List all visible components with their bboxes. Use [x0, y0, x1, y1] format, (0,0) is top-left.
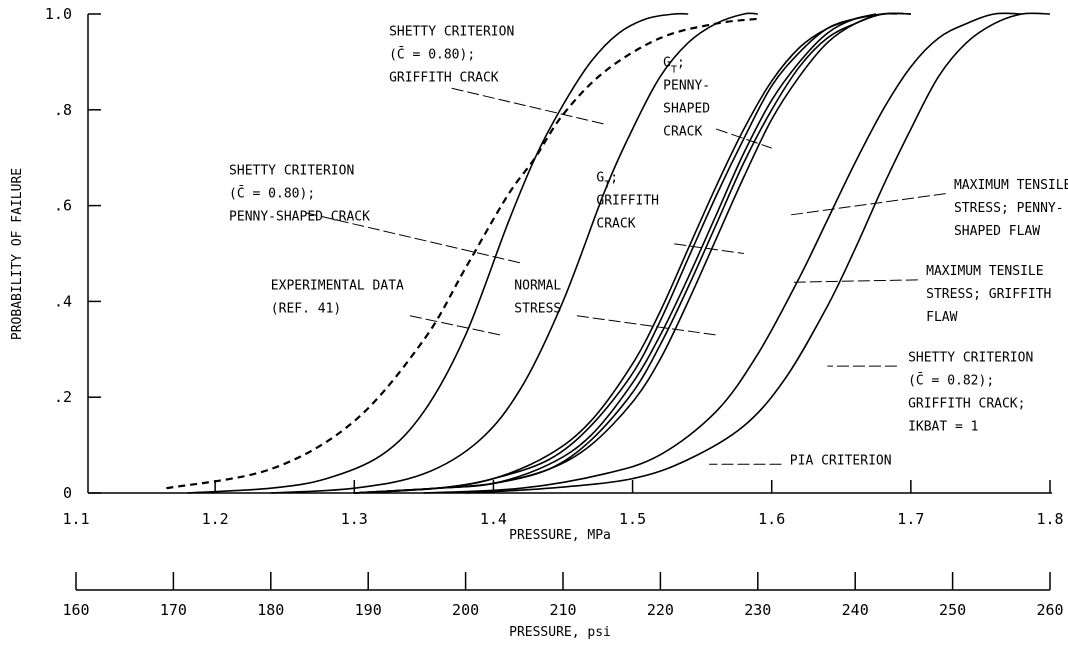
series-line-5 [354, 13, 884, 494]
ticks-layer: 1.1 1.2 1.3 1.4 1.5 1.6 1.7 1.8 0 .2 .4 .6 .8 1.0 160 1… [45, 5, 1064, 619]
annotation-6: NORMAL STRESS [514, 278, 717, 336]
annotation-1: SHETTY CRITERION (C̄ = 0.80); GRIFFITH CRA… [389, 25, 605, 125]
y-tick-label: .4 [54, 292, 72, 310]
annotation-9: SHETTY CRITERION (C̄ = 0.82); GRIFFITH CRA… [827, 350, 1033, 434]
annotation-text-line: CRACK [663, 125, 702, 140]
series-layer [166, 12, 1051, 494]
x-tick-label: 1.1 [62, 510, 89, 528]
secondary-x-axis-title: PRESSURE, psi [509, 625, 611, 640]
secondary-tick-label: 250 [939, 601, 966, 619]
x-tick-label: 1.3 [341, 510, 368, 528]
series-line-3 [270, 12, 758, 494]
annotation-text-line: (C̄ = 0.80); [389, 47, 475, 62]
secondary-tick-label: 170 [160, 601, 187, 619]
annotation-layer: SHETTY CRITERION (C̄ = 0.80); GRIFFITH CRA… [229, 25, 1068, 469]
annotation-text-line: GT; [596, 171, 618, 191]
annotation-leader [788, 193, 946, 216]
secondary-tick-label: 200 [452, 601, 479, 619]
annotation-text-line: GRIFFITH [596, 194, 659, 209]
annotation-text-line: CRACK [596, 217, 635, 232]
y-tick-label: 1.0 [45, 5, 72, 23]
x-tick-label: 1.6 [758, 510, 785, 528]
x-tick-label: 1.4 [480, 510, 507, 528]
annotation-text-line: PIA CRITERION [790, 453, 892, 468]
series-line-2 [187, 12, 689, 494]
annotation-text-line: SHAPED [663, 102, 710, 117]
secondary-tick-label: 160 [62, 601, 89, 619]
annotation-leader [451, 87, 605, 125]
secondary-tick-label: 220 [647, 601, 674, 619]
x-tick-label: 1.5 [619, 510, 646, 528]
series-line-8 [354, 12, 911, 494]
annotation-text-line: GRIFFITH CRACK; [908, 396, 1025, 411]
annotation-text-line: (REF. 41) [271, 301, 341, 316]
annotation-text-line: PENNY- [663, 79, 710, 94]
annotation-text-line: PENNY-SHAPED CRACK [229, 209, 370, 224]
secondary-tick-label: 240 [842, 601, 869, 619]
annotation-leader [674, 243, 744, 254]
x-tick-label: 1.7 [897, 510, 924, 528]
annotation-leader [576, 315, 717, 336]
secondary-tick-label: 190 [355, 601, 382, 619]
annotation-leader [409, 315, 501, 336]
annotation-text-line: GRIFFITH CRACK [389, 71, 499, 86]
annotation-text-line: SHETTY CRITERION [229, 163, 354, 178]
annotation-text-line: (C̄ = 0.80); [229, 186, 315, 201]
secondary-tick-label: 210 [549, 601, 576, 619]
series-line-1 [166, 17, 758, 490]
annotation-text-line: SHETTY CRITERION [389, 25, 514, 40]
y-axis-title: PROBABILITY OF FAILURE [10, 168, 25, 340]
x-axis-title: PRESSURE, MPa [509, 528, 611, 543]
annotation-leader [715, 128, 772, 149]
annotation-text-line: (C̄ = 0.82); [908, 373, 994, 388]
annotation-text-line: SHETTY CRITERION [908, 350, 1033, 365]
annotation-text-line: FLAW [926, 310, 957, 325]
series-line-9 [423, 12, 1023, 494]
y-tick-label: .2 [54, 388, 72, 406]
annotation-text-line: STRESS; PENNY- [954, 201, 1064, 216]
annotation-3: EXPERIMENTAL DATA (REF. 41) [271, 278, 501, 336]
annotation-text-line: MAXIMUM TENSILE [954, 178, 1068, 193]
annotation-text-line: STRESS; GRIFFITH [926, 287, 1051, 302]
x-tick-label: 1.2 [202, 510, 229, 528]
annotation-text-line: MAXIMUM TENSILE [926, 264, 1043, 279]
annotation-text-line: STRESS [514, 301, 561, 316]
annotation-2: SHETTY CRITERION (C̄ = 0.80); PENNY-SHAPED… [229, 163, 522, 264]
annotation-leader [305, 212, 522, 264]
x-tick-label: 1.8 [1036, 510, 1063, 528]
y-tick-label: 0 [63, 484, 72, 502]
annotation-text-line: SHAPED FLAW [954, 224, 1040, 239]
annotation-7: MAXIMUM TENSILE STRESS; PENNY- SHAPED FLAW [788, 178, 1068, 239]
secondary-tick-label: 260 [1036, 601, 1063, 619]
annotation-text-line: IKBAT = 1 [908, 419, 978, 434]
annotation-text-line: GT; [663, 56, 685, 76]
annotation-4: GT; PENNY- SHAPED CRACK [663, 56, 772, 149]
y-tick-label: .6 [54, 197, 72, 215]
annotation-text-line: NORMAL [514, 278, 561, 293]
annotation-10: PIA CRITERION [709, 453, 892, 468]
y-tick-label: .8 [54, 101, 72, 119]
annotation-text-line: EXPERIMENTAL DATA [271, 278, 404, 293]
annotation-leader [791, 279, 918, 283]
secondary-tick-label: 180 [257, 601, 284, 619]
secondary-tick-label: 230 [744, 601, 771, 619]
series-line-10 [465, 12, 1051, 494]
series-line-6 [354, 12, 897, 494]
annotation-5: GT; GRIFFITH CRACK [596, 171, 744, 254]
annotation-8: MAXIMUM TENSILE STRESS; GRIFFITH FLAW [791, 264, 1051, 325]
